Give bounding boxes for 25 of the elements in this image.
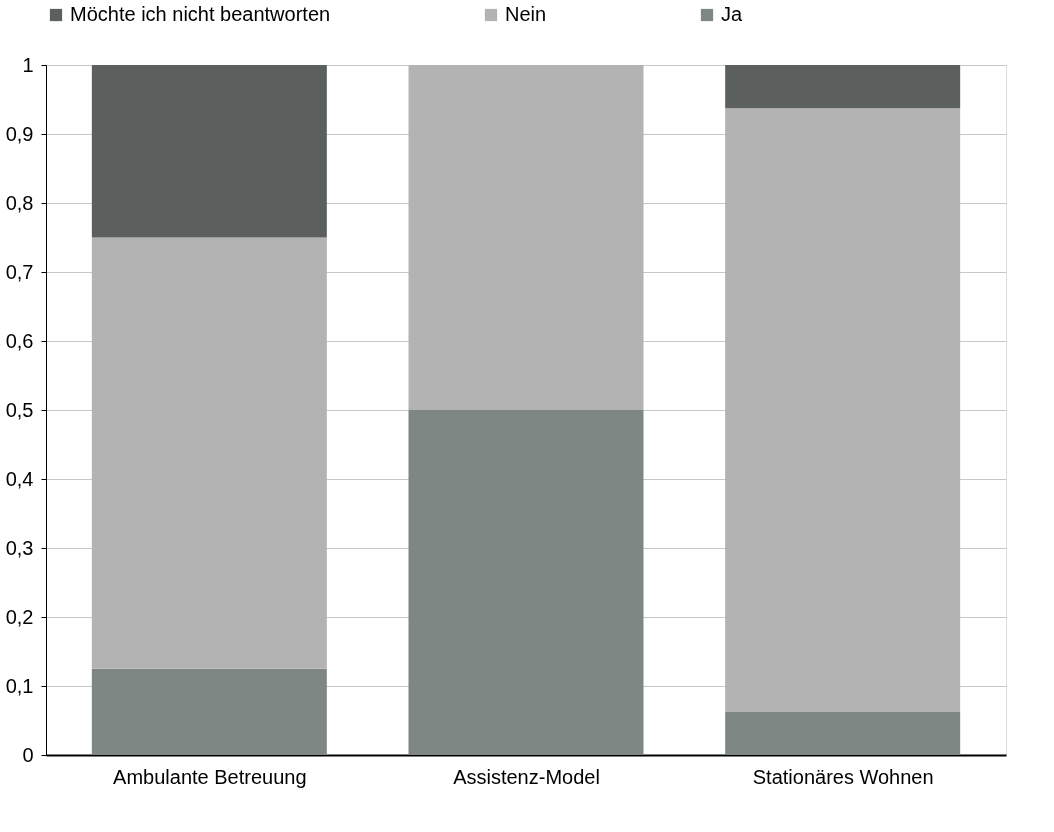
bar — [408, 410, 644, 755]
y-tick-label: 0,6 — [5, 329, 34, 352]
y-tick-label: 0,4 — [5, 467, 34, 490]
y-tick-label: 0,1 — [5, 674, 34, 697]
bar — [91, 237, 327, 669]
y-tick-label: 0,3 — [5, 536, 34, 559]
y-tick-label: 0,8 — [5, 191, 34, 214]
x-tick-label: Stationäres Wohnen — [752, 765, 934, 788]
legend-label: Ja — [721, 3, 743, 25]
bar — [91, 668, 327, 755]
bar — [725, 108, 961, 712]
bar — [408, 65, 644, 410]
y-tick-label: 0,2 — [5, 605, 34, 628]
bar — [725, 711, 961, 755]
x-tick-label: Ambulante Betreuung — [113, 765, 307, 788]
legend-label: Möchte ich nicht beantworten — [70, 3, 331, 25]
bar — [725, 65, 961, 109]
y-tick-label: 1 — [22, 53, 34, 76]
legend-label: Nein — [505, 3, 547, 25]
y-tick-label: 0,9 — [5, 122, 34, 145]
bar — [91, 65, 327, 238]
y-tick-label: 0,7 — [5, 260, 34, 283]
x-tick-label: Assistenz-Model — [453, 765, 600, 788]
y-tick-label: 0 — [22, 743, 34, 766]
y-tick-label: 0,5 — [5, 398, 34, 421]
